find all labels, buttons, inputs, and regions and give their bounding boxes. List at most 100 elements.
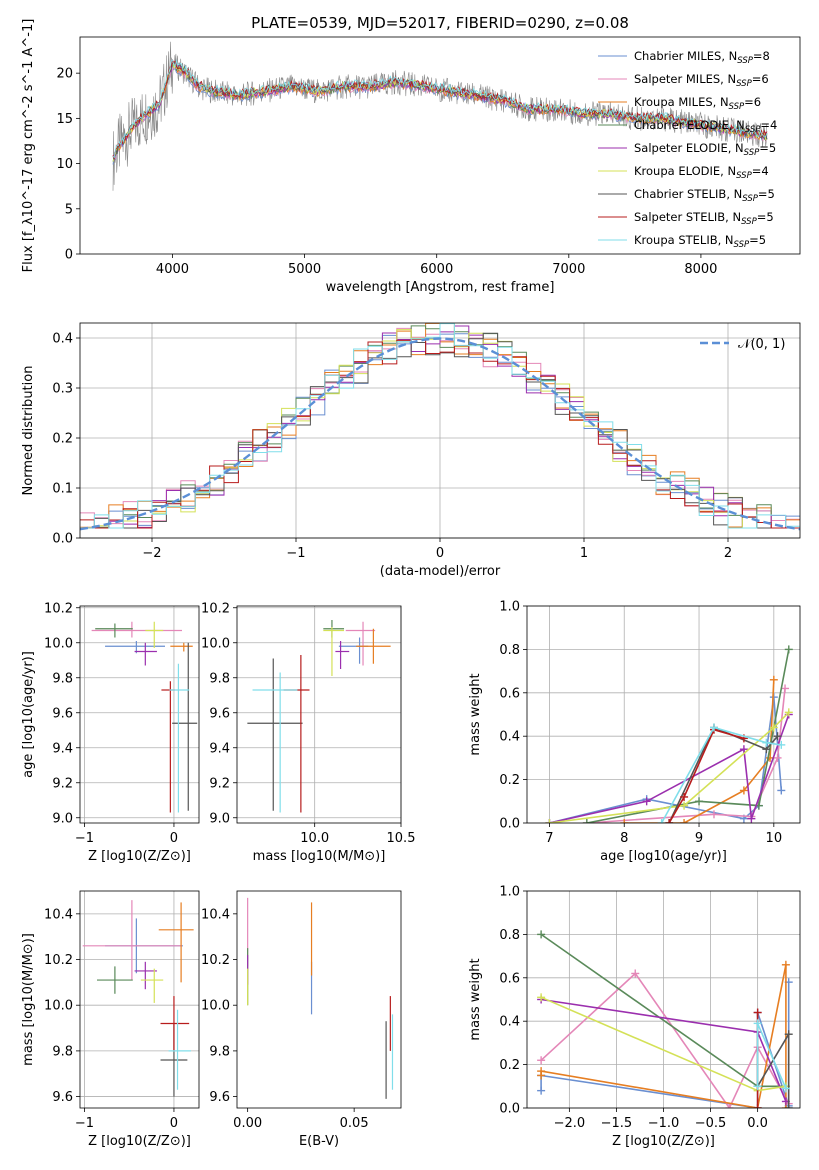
error-point: [172, 642, 198, 811]
error-point: [283, 655, 310, 813]
y-tick-label: 10.2: [44, 601, 73, 616]
y-tick-label: 10.0: [44, 999, 73, 1014]
x-tick-label: 8000: [684, 262, 717, 277]
plus-marker: [537, 930, 546, 939]
error-point: [335, 641, 350, 669]
plus-marker: [777, 786, 786, 795]
y-tick-label: 0.2: [52, 432, 73, 447]
panel-spectrum: 4000 5000 6000 7000 8000 0 5 10 15 20 wavelength […: [21, 19, 801, 295]
plus-marker: [680, 792, 689, 801]
error-point: [338, 637, 369, 664]
error-point: [134, 961, 157, 990]
plus-marker: [582, 819, 591, 823]
legend-entry: Chabrier MILES, NSSP=8: [634, 49, 770, 66]
y-tick-label: 10.2: [201, 601, 230, 616]
plus-marker: [781, 1084, 790, 1093]
plus-marker: [781, 684, 790, 693]
axes-frame: [526, 605, 801, 824]
normal-legend-label: 𝒩(0, 1): [738, 337, 785, 352]
plus-marker: [537, 1056, 546, 1065]
error-point: [97, 966, 133, 994]
error-point: [356, 628, 391, 664]
y-axis-label: age [log10(age/yr)]: [21, 651, 36, 778]
plus-marker: [753, 1104, 762, 1108]
error-point: [323, 620, 345, 638]
error-point: [323, 627, 345, 676]
plus-marker: [680, 801, 689, 810]
x-tick-label: 0: [436, 546, 444, 561]
plus-marker: [773, 753, 782, 762]
plus-marker: [709, 810, 718, 819]
y-tick-label: 9.8: [209, 1044, 230, 1059]
error-point: [91, 621, 182, 638]
plus-marker: [773, 732, 782, 741]
error-point: [247, 658, 303, 811]
x-tick-label: 4000: [156, 262, 189, 277]
error-point: [158, 902, 194, 983]
error-point: [82, 900, 182, 981]
figure-title: PLATE=0539, MJD=52017, FIBERID=0290, z=0…: [251, 14, 629, 32]
plus-marker: [753, 1082, 762, 1091]
panel-mass-weight-vs-age: 7 8 9 10 0.0 0.2 0.4 0.6 0.8 1.0 age [log10(age/yr…: [468, 600, 801, 864]
y-tick-label: 9.8: [52, 671, 73, 686]
plus-marker: [739, 745, 748, 754]
plot-area: [247, 620, 391, 813]
y-tick-label: 10.4: [201, 907, 230, 922]
y-tick-label: 20: [56, 67, 73, 82]
y-tick-label: 9.6: [52, 1090, 73, 1105]
plus-marker: [769, 675, 778, 684]
x-axis-label: (data-model)/error: [380, 564, 501, 579]
y-tick-label: 0.6: [499, 686, 520, 701]
x-tick-label: −2.0: [554, 1116, 586, 1131]
y-axis-label: Normed distribution: [21, 366, 36, 496]
y-tick-label: 0.4: [52, 332, 73, 347]
x-tick-label: −1: [75, 831, 94, 846]
y-tick-label: 1.0: [499, 600, 520, 615]
x-tick-label: 10: [766, 831, 783, 846]
x-tick-label: 1: [580, 546, 588, 561]
plus-marker: [537, 1086, 546, 1095]
plus-marker: [781, 960, 790, 969]
x-tick-label: −1: [286, 546, 305, 561]
x-axis-label: E(B-V): [299, 1134, 339, 1149]
plus-marker: [725, 1104, 734, 1108]
model-spectrum-line: [112, 58, 768, 160]
x-axis-label: Z [log10(Z/Z⊙)]: [88, 1134, 191, 1149]
plus-marker: [537, 1067, 546, 1076]
axes-frame: [526, 890, 801, 1109]
x-tick-label: −1: [75, 1116, 94, 1131]
legend-entry: Kroupa MILES, NSSP=6: [634, 95, 761, 112]
plot-area: [80, 323, 800, 531]
panel-age-vs-mass: 10.0 10.5 9.0 9.2 9.4 9.6 9.8 10.0 10.2 mass [log…: [201, 601, 415, 864]
plot-area: [545, 645, 793, 823]
plus-marker: [739, 786, 748, 795]
histogram-step: [80, 323, 800, 529]
x-axis-label: wavelength [Angstrom, rest frame]: [326, 280, 555, 295]
x-tick-label: 0.0: [747, 1116, 768, 1131]
plus-marker: [753, 1019, 762, 1028]
legend-entry: Kroupa STELIB, NSSP=5: [634, 233, 766, 250]
panel-mass-vs-metallicity: −1 0 9.6 9.8 10.0 10.2 10.4 Z [log10(Z/Z⊙)] mass…: [21, 890, 200, 1149]
x-tick-label: 2: [724, 546, 732, 561]
histogram-step: [80, 338, 800, 529]
x-tick-label: 8: [620, 831, 628, 846]
plus-marker: [762, 738, 771, 747]
plus-marker: [784, 708, 793, 717]
plot-area: [537, 930, 793, 1108]
y-tick-label: 10.2: [201, 953, 230, 968]
legend-entry: Salpeter ELODIE, NSSP=5: [634, 141, 776, 158]
x-tick-label: −1.0: [648, 1116, 680, 1131]
y-tick-label: 0.2: [499, 1058, 520, 1073]
y-tick-label: 10.0: [201, 999, 230, 1014]
plus-marker: [747, 814, 756, 823]
axes-frame: [79, 605, 200, 824]
model-spectrum-line: [112, 59, 768, 159]
y-tick-label: 0.0: [499, 1102, 520, 1117]
axes-frame: [79, 890, 200, 1109]
panel-mass-vs-extinction: 0.00 0.05 9.6 9.8 10.0 10.2 10.4 E(B-V): [201, 890, 402, 1149]
plus-marker: [695, 797, 704, 806]
y-tick-label: 9.0: [209, 811, 230, 826]
panel-age-vs-metallicity: −1 0 9.0 9.2 9.4 9.6 9.8 10.0 10.2 Z [log10(Z/Z⊙)…: [21, 601, 200, 864]
y-tick-label: 15: [56, 112, 73, 127]
error-point: [134, 642, 157, 666]
